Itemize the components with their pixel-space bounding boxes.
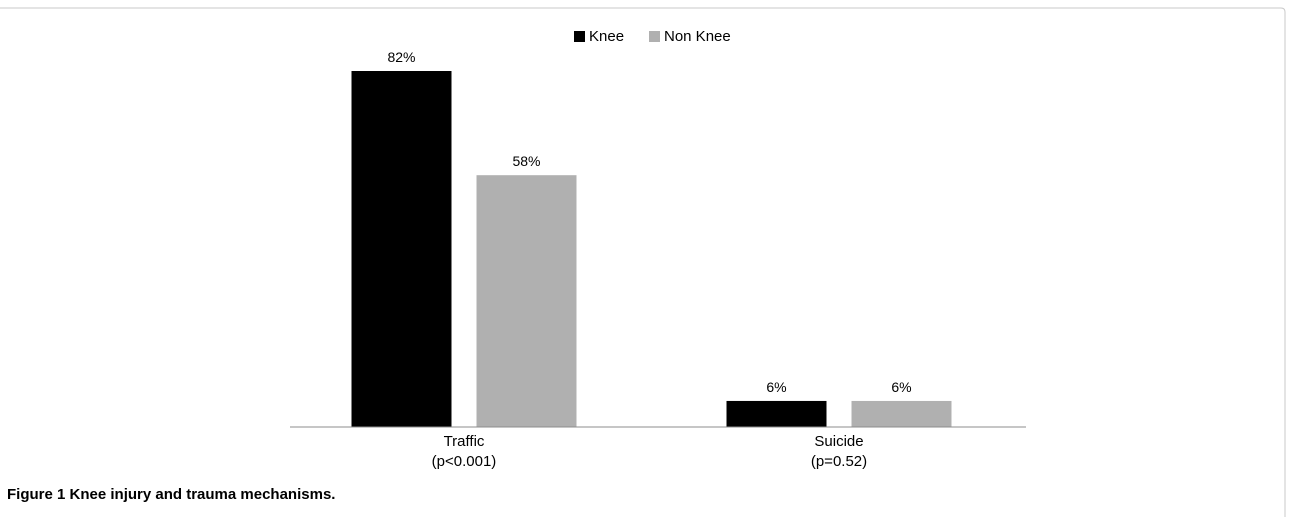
legend-label-knee: Knee — [589, 28, 624, 45]
data-labels-group: 82% 58% 6% 6% — [387, 49, 911, 395]
bar-suicide-non-knee — [851, 400, 952, 427]
legend-label-non-knee: Non Knee — [664, 28, 731, 45]
x-tick-label-suicide-line2: (p=0.52) — [811, 453, 867, 470]
legend-swatch-knee — [574, 31, 585, 42]
figure-caption-label: Figure 1 — [7, 486, 66, 503]
data-label-traffic-non-knee: 58% — [512, 153, 540, 169]
bar-traffic-knee — [351, 71, 452, 427]
data-label-suicide-non-knee: 6% — [891, 379, 911, 395]
figure-caption-text: Knee injury and trauma mechanisms. — [69, 486, 336, 503]
data-label-suicide-knee: 6% — [766, 379, 786, 395]
x-tick-labels-group: Traffic (p<0.001) Suicide (p=0.52) — [432, 433, 867, 470]
x-tick-label-traffic-line2: (p<0.001) — [432, 453, 497, 470]
legend: Knee Non Knee — [574, 28, 731, 45]
data-label-traffic-knee: 82% — [387, 49, 415, 65]
x-tick-label-traffic-line1: Traffic — [444, 433, 485, 450]
x-tick-label-suicide-line1: Suicide — [814, 433, 863, 450]
frame-border — [0, 7, 1286, 517]
bar-traffic-non-knee — [476, 175, 577, 427]
bars-group — [351, 71, 952, 427]
legend-swatch-non-knee — [649, 31, 660, 42]
figure-caption: Figure 1 Knee injury and trauma mechanis… — [7, 486, 335, 503]
bar-suicide-knee — [726, 400, 827, 427]
